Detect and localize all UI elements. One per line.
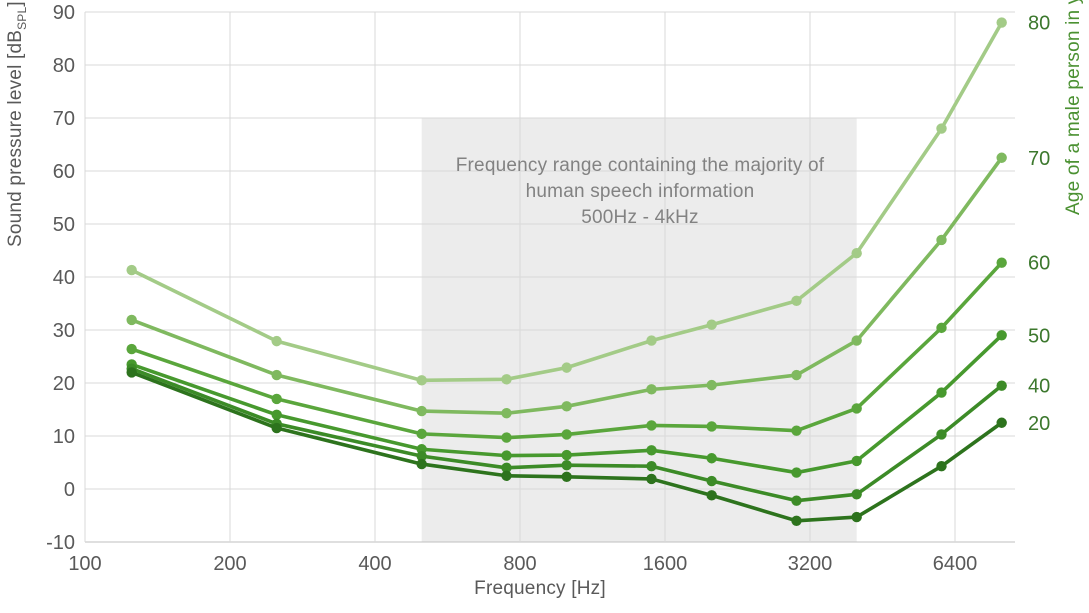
data-point-age-70 — [706, 379, 717, 391]
age-label-50: 50 — [1028, 325, 1050, 347]
data-point-age-40 — [936, 429, 947, 440]
y-axis-title-subscript: SPL — [14, 6, 29, 30]
data-point-age-70 — [501, 408, 512, 419]
data-point-age-40 — [851, 489, 862, 500]
data-point-age-80 — [561, 362, 572, 373]
data-point-age-50 — [791, 467, 802, 478]
data-point-age-70 — [791, 369, 802, 381]
data-point-age-40 — [501, 462, 512, 473]
data-point-age-60 — [791, 425, 802, 436]
data-point-age-40 — [416, 450, 427, 462]
data-point-age-60 — [416, 428, 427, 440]
data-point-age-60 — [126, 343, 137, 355]
y-tick-label: 10 — [53, 426, 75, 448]
y-tick-label: 60 — [53, 161, 75, 183]
data-point-age-80 — [126, 264, 137, 276]
data-point-age-40 — [791, 495, 802, 506]
data-point-age-70 — [936, 234, 947, 246]
annotation-line-2: human speech information — [525, 181, 755, 202]
data-point-age-70 — [271, 369, 282, 381]
x-tick-label: 1600 — [643, 553, 688, 575]
x-tick-label: 3200 — [788, 553, 833, 575]
data-point-age-70 — [646, 384, 657, 395]
data-point-age-80 — [851, 247, 862, 259]
data-point-age-50 — [706, 453, 717, 464]
x-tick-label: 100 — [68, 553, 101, 575]
data-point-age-80 — [996, 17, 1007, 28]
data-point-age-40 — [646, 461, 657, 472]
data-point-age-80 — [791, 295, 802, 307]
data-point-age-60 — [501, 432, 512, 443]
data-point-age-40 — [561, 459, 572, 471]
data-point-age-70 — [126, 314, 137, 326]
x-tick-label: 200 — [213, 553, 246, 575]
age-label-40: 40 — [1028, 376, 1050, 398]
data-point-age-20 — [126, 367, 137, 378]
data-point-age-80 — [271, 335, 282, 347]
age-label-70: 70 — [1028, 148, 1050, 170]
y-tick-label: 0 — [64, 479, 75, 501]
data-point-age-20 — [501, 470, 512, 481]
y-tick-label: 30 — [53, 320, 75, 342]
data-point-age-60 — [561, 429, 572, 440]
y-tick-label: 20 — [53, 373, 75, 395]
data-point-age-50 — [851, 455, 862, 467]
data-point-age-40 — [706, 475, 717, 487]
y-tick-label: 40 — [53, 267, 75, 289]
data-point-age-50 — [271, 409, 282, 420]
data-point-age-80 — [416, 375, 427, 386]
x-tick-label: 800 — [503, 553, 536, 575]
data-point-age-60 — [706, 421, 717, 432]
data-point-age-70 — [416, 405, 427, 417]
data-point-age-80 — [936, 123, 947, 134]
speech-band-annotation: Frequency range containing the majority … — [370, 153, 910, 231]
data-point-age-60 — [271, 393, 282, 405]
data-point-age-60 — [936, 322, 947, 334]
data-point-age-70 — [851, 335, 862, 346]
y-axis-title-text: Sound pressure level [dB — [5, 29, 27, 247]
data-point-age-50 — [936, 387, 947, 398]
data-point-age-60 — [851, 403, 862, 414]
age-label-20: 20 — [1028, 413, 1050, 435]
annotation-line-1: Frequency range containing the majority … — [455, 155, 825, 176]
x-axis-title: Frequency [Hz] — [474, 578, 606, 599]
data-point-age-80 — [501, 374, 512, 385]
data-point-age-20 — [996, 417, 1007, 428]
y-tick-label: 70 — [53, 108, 75, 130]
data-point-age-60 — [646, 420, 657, 431]
annotation-line-3: 500Hz - 4kHz — [581, 207, 699, 228]
age-label-60: 60 — [1028, 253, 1050, 275]
data-point-age-80 — [706, 319, 717, 330]
x-tick-label: 6400 — [933, 553, 978, 575]
data-point-age-70 — [561, 401, 572, 412]
data-point-age-50 — [996, 330, 1007, 341]
data-point-age-20 — [791, 515, 802, 526]
data-point-age-20 — [706, 490, 717, 501]
data-point-age-50 — [501, 450, 512, 461]
data-point-age-20 — [936, 461, 947, 472]
data-point-age-20 — [646, 473, 657, 485]
data-point-age-50 — [561, 449, 572, 461]
y-tick-label: 80 — [53, 55, 75, 77]
data-point-age-80 — [646, 335, 657, 346]
data-point-age-20 — [271, 422, 282, 434]
y-tick-label: 90 — [53, 2, 75, 24]
data-point-age-50 — [646, 445, 657, 456]
y-tick-label: -10 — [46, 532, 75, 554]
data-point-age-40 — [996, 380, 1007, 391]
data-point-age-20 — [851, 511, 862, 523]
x-tick-label: 400 — [358, 553, 391, 575]
data-point-age-20 — [561, 471, 572, 483]
data-point-age-20 — [416, 458, 427, 470]
age-label-80: 80 — [1028, 13, 1050, 35]
data-point-age-60 — [996, 257, 1007, 268]
y-axis-title-suffix: ] — [5, 1, 27, 7]
y-tick-label: 50 — [53, 214, 75, 236]
data-point-age-70 — [996, 152, 1007, 163]
